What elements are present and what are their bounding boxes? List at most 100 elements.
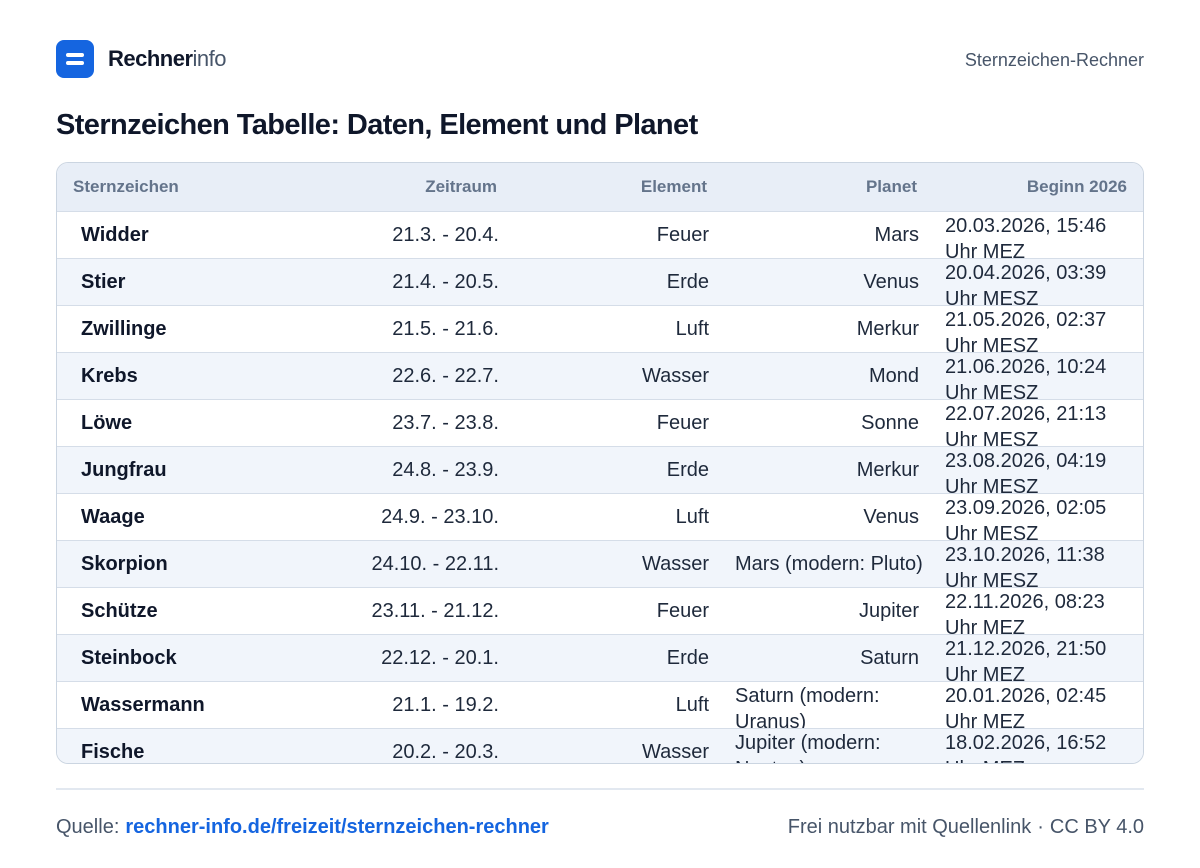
cell-sternzeichen: Waage <box>57 493 267 540</box>
cell-text: Saturn <box>860 647 919 669</box>
cell-text: Steinbock <box>81 647 177 669</box>
cell-element: Erde <box>513 634 723 681</box>
cell-zeitraum: 24.9. - 23.10. <box>267 493 513 540</box>
cell-element: Luft <box>513 305 723 352</box>
cell-text: Venus <box>863 506 919 528</box>
column-header-zeitraum: Zeitraum <box>425 176 497 196</box>
cell-zeitraum: 24.10. - 22.11. <box>267 540 513 587</box>
column-header-beginn: Beginn 2026 <box>1026 176 1127 196</box>
table-row: Stier 21.4. - 20.5. Erde Venus 20.04.2026, 0… <box>57 258 1143 305</box>
cell-planet: Saturn (modern: Uranus) <box>723 681 933 728</box>
table-row: Fische 20.2. - 20.3. Wasser Jupiter (modern… <box>57 728 1143 764</box>
cell-text: 21.5. - 21.6. <box>392 318 499 340</box>
cell-text: 21.12.2026, 21:50 Uhr MEZ <box>945 637 1107 681</box>
cell-text: 18.02.2026, 16:52 Uhr MEZ <box>945 731 1107 764</box>
cell-beginn: 21.06.2026, 10:24 Uhr MESZ <box>933 352 1143 399</box>
cell-text: Erde <box>666 459 709 481</box>
table-row: Steinbock 22.12. - 20.1. Erde Saturn 21.12.2… <box>57 634 1143 681</box>
cell-text: 20.03.2026, 15:46 Uhr MEZ <box>945 214 1107 258</box>
cell-zeitraum: 20.2. - 20.3. <box>267 728 513 763</box>
cell-element: Erde <box>513 446 723 493</box>
cell-text: 24.10. - 22.11. <box>371 553 500 575</box>
cell-text: Saturn (modern: Uranus) <box>735 684 880 728</box>
cell-beginn: 20.01.2026, 02:45 Uhr MEZ <box>933 681 1143 728</box>
cell-text: Venus <box>863 271 919 293</box>
cell-text: Feuer <box>656 412 709 434</box>
license-separator: · <box>1037 816 1044 838</box>
cell-text: Skorpion <box>81 553 168 575</box>
cell-element: Luft <box>513 681 723 728</box>
cell-text: Jupiter <box>858 600 919 622</box>
cell-planet: Venus <box>723 493 933 540</box>
cell-element: Feuer <box>513 211 723 258</box>
cell-text: Luft <box>675 318 709 340</box>
cell-planet: Mond <box>723 352 933 399</box>
equals-icon[interactable] <box>56 40 94 78</box>
cell-text: 23.11. - 21.12. <box>371 600 500 622</box>
cell-element: Feuer <box>513 399 723 446</box>
cell-text: Stier <box>81 271 126 293</box>
cell-planet: Sonne <box>723 399 933 446</box>
cell-text: Mond <box>868 365 919 387</box>
cell-text: Mars (modern: Pluto) <box>735 553 923 575</box>
cell-planet: Mars (modern: Pluto) <box>723 540 933 587</box>
cell-text: 20.01.2026, 02:45 Uhr MEZ <box>945 684 1107 728</box>
cell-text: Wassermann <box>81 694 205 716</box>
source-link[interactable]: rechner-info.de/freizeit/sternzeichen-re… <box>125 816 549 838</box>
cell-sternzeichen: Steinbock <box>57 634 267 681</box>
cell-text: Jungfrau <box>81 459 167 481</box>
section-label: Sternzeichen-Rechner <box>964 50 1144 70</box>
cell-beginn: 23.10.2026, 11:38 Uhr MESZ <box>933 540 1143 587</box>
cell-text: Luft <box>675 694 709 716</box>
cell-text: 21.3. - 20.4. <box>392 224 499 246</box>
cell-text: 24.9. - 23.10. <box>381 506 499 528</box>
cell-sternzeichen: Löwe <box>57 399 267 446</box>
cell-text: Erde <box>666 271 709 293</box>
cell-text: Löwe <box>81 412 133 434</box>
cell-text: Krebs <box>81 365 138 387</box>
cell-text: 20.2. - 20.3. <box>392 741 499 763</box>
cell-sternzeichen: Wassermann <box>57 681 267 728</box>
cell-zeitraum: 21.1. - 19.2. <box>267 681 513 728</box>
cell-text: Widder <box>81 224 149 246</box>
cell-sternzeichen: Fische <box>57 728 267 763</box>
cell-text: 21.1. - 19.2. <box>392 694 499 716</box>
table-row: Krebs 22.6. - 22.7. Wasser Mond 21.06.2026, … <box>57 352 1143 399</box>
logo-bar-bottom <box>66 61 84 65</box>
cell-text: 23.09.2026, 02:05 Uhr MESZ <box>945 496 1107 540</box>
table-row: Löwe 23.7. - 23.8. Feuer Sonne 22.07.2026, 2… <box>57 399 1143 446</box>
logo-bar-top <box>66 53 84 57</box>
source-label: Quelle: <box>56 816 120 838</box>
cell-zeitraum: 21.5. - 21.6. <box>267 305 513 352</box>
cell-sternzeichen: Widder <box>57 211 267 258</box>
zodiac-table: Sternzeichen Zeitraum Element Planet Beg… <box>56 162 1144 764</box>
cell-text: Waage <box>81 506 145 528</box>
cell-text: 22.12. - 20.1. <box>381 647 499 669</box>
cell-text: 22.6. - 22.7. <box>392 365 499 387</box>
cell-text: 21.05.2026, 02:37 Uhr MESZ <box>945 308 1107 352</box>
cell-element: Wasser <box>513 728 723 763</box>
cell-text: Wasser <box>641 553 709 575</box>
cell-text: 22.07.2026, 21:13 Uhr MESZ <box>945 402 1107 446</box>
cell-beginn: 18.02.2026, 16:52 Uhr MEZ <box>933 728 1143 764</box>
cell-beginn: 23.08.2026, 04:19 Uhr MESZ <box>933 446 1143 493</box>
cell-zeitraum: 21.3. - 20.4. <box>267 211 513 258</box>
license-name: CC BY 4.0 <box>1049 816 1144 838</box>
cell-element: Feuer <box>513 587 723 634</box>
table-row: Schütze 23.11. - 21.12. Feuer Jupiter 22.11.… <box>57 587 1143 634</box>
cell-planet: Merkur <box>723 446 933 493</box>
cell-planet: Jupiter (modern: Neptun) <box>723 728 933 764</box>
cell-text: Mars <box>874 224 919 246</box>
cell-planet: Merkur <box>723 305 933 352</box>
cell-planet: Mars <box>723 211 933 258</box>
table-row: Jungfrau 24.8. - 23.9. Erde Merkur 23.08.202… <box>57 446 1143 493</box>
cell-text: 21.06.2026, 10:24 Uhr MESZ <box>945 355 1107 399</box>
cell-text: Feuer <box>656 600 709 622</box>
cell-element: Wasser <box>513 540 723 587</box>
cell-beginn: 23.09.2026, 02:05 Uhr MESZ <box>933 493 1143 540</box>
cell-sternzeichen: Krebs <box>57 352 267 399</box>
cell-sternzeichen: Jungfrau <box>57 446 267 493</box>
cell-text: Wasser <box>641 365 709 387</box>
brand-logo[interactable]: Rechnerinfo <box>108 47 227 71</box>
cell-planet: Jupiter <box>723 587 933 634</box>
